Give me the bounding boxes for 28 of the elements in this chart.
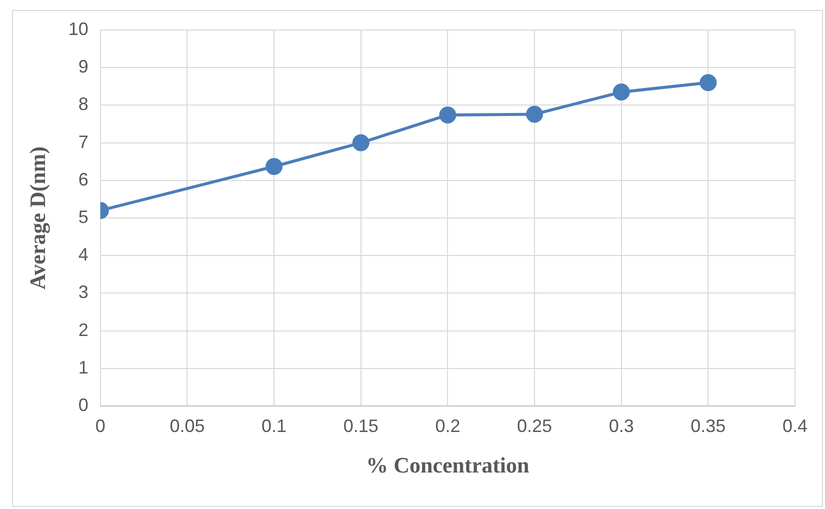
x-tick-label: 0.1 bbox=[262, 416, 287, 436]
y-tick-label: 6 bbox=[78, 169, 88, 190]
point bbox=[700, 74, 717, 92]
y-tick-label: 5 bbox=[78, 206, 88, 227]
y-tick-label: 7 bbox=[78, 132, 88, 152]
point bbox=[526, 106, 544, 123]
y-tick-label: 10 bbox=[68, 18, 88, 39]
point bbox=[352, 134, 370, 152]
x-axis-title: % Concentration bbox=[366, 452, 530, 478]
y-tick-label: 9 bbox=[78, 56, 88, 77]
x-tick-label: 0.25 bbox=[517, 416, 552, 436]
y-tick-label: 8 bbox=[78, 94, 88, 114]
y-axis-title: Average D(nm) bbox=[24, 146, 50, 290]
x-tick-label: 0.2 bbox=[435, 416, 460, 436]
x-tick-label: 0 bbox=[95, 416, 106, 436]
point bbox=[612, 84, 630, 101]
y-tick-label: 0 bbox=[78, 394, 88, 415]
y-tick-label: 3 bbox=[78, 282, 88, 302]
x-tick-label: 0.05 bbox=[170, 416, 205, 436]
point bbox=[266, 158, 283, 175]
x-tick-label: 0.3 bbox=[608, 416, 634, 436]
y-tick-label: 1 bbox=[78, 357, 88, 378]
point bbox=[439, 106, 456, 124]
x-tick-label: 0.15 bbox=[343, 416, 378, 436]
x-tick-label: 0.35 bbox=[690, 416, 726, 436]
y-tick-label: 4 bbox=[78, 244, 88, 265]
x-tick-label: 0.4 bbox=[782, 416, 808, 436]
y-tick-label: 2 bbox=[78, 320, 88, 340]
